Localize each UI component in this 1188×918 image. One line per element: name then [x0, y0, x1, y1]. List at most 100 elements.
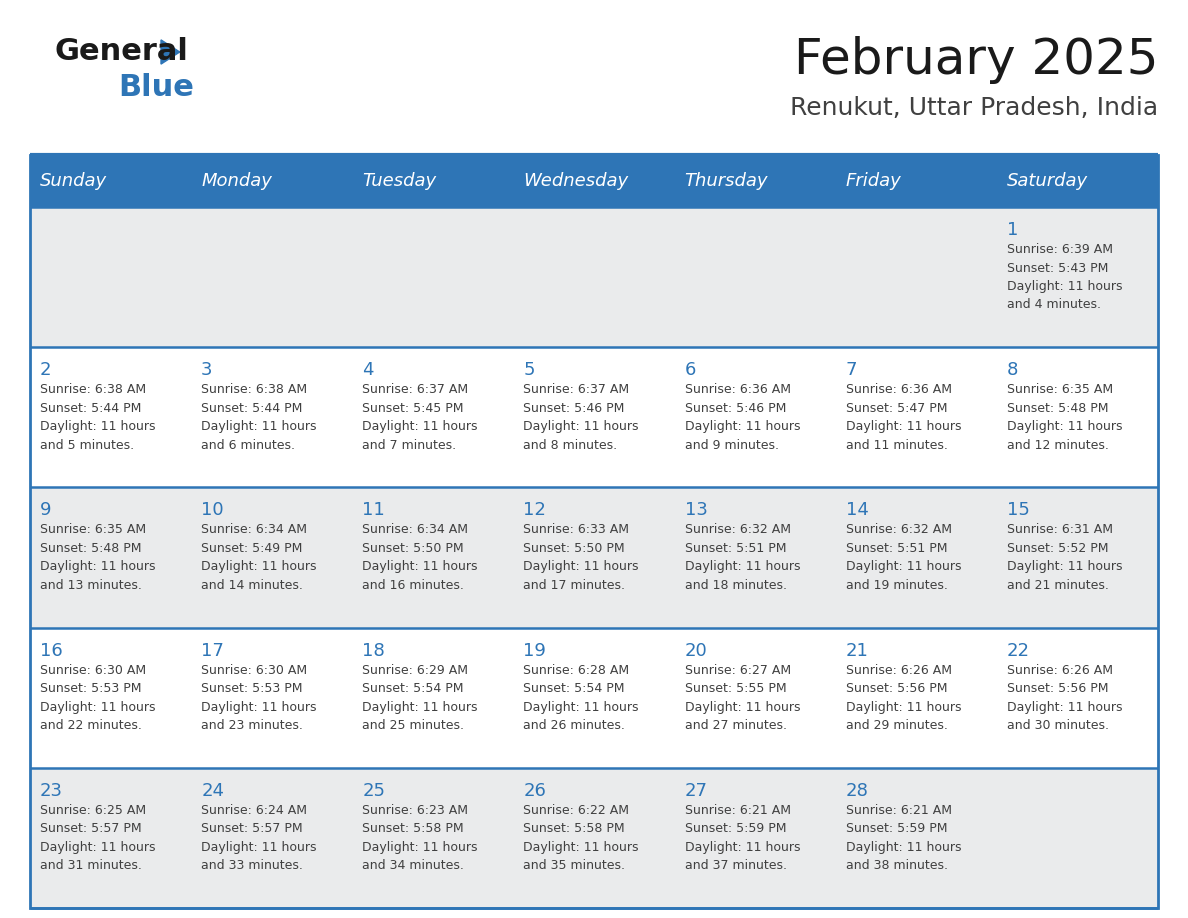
Text: 24: 24: [201, 782, 225, 800]
Bar: [835, 347, 997, 487]
Text: Daylight: 11 hours: Daylight: 11 hours: [846, 700, 961, 713]
Bar: [513, 767, 675, 908]
Text: General: General: [55, 38, 189, 66]
Text: Sunrise: 6:34 AM: Sunrise: 6:34 AM: [362, 523, 468, 536]
Text: Sunrise: 6:27 AM: Sunrise: 6:27 AM: [684, 664, 791, 677]
Text: Sunset: 5:59 PM: Sunset: 5:59 PM: [684, 823, 786, 835]
Bar: [30, 155, 1158, 908]
Text: and 38 minutes.: and 38 minutes.: [846, 859, 948, 872]
Text: Sunrise: 6:33 AM: Sunrise: 6:33 AM: [524, 523, 630, 536]
Text: 22: 22: [1007, 642, 1030, 660]
Text: Daylight: 11 hours: Daylight: 11 hours: [684, 560, 800, 574]
Text: and 18 minutes.: and 18 minutes.: [684, 579, 786, 592]
Text: Sunset: 5:57 PM: Sunset: 5:57 PM: [40, 823, 141, 835]
Text: Sunset: 5:55 PM: Sunset: 5:55 PM: [684, 682, 786, 695]
Text: 16: 16: [40, 642, 63, 660]
Text: Sunset: 5:47 PM: Sunset: 5:47 PM: [846, 402, 947, 415]
Text: and 30 minutes.: and 30 minutes.: [1007, 719, 1108, 732]
Bar: [353, 155, 513, 207]
Text: and 26 minutes.: and 26 minutes.: [524, 719, 625, 732]
Bar: [30, 487, 191, 628]
Text: 6: 6: [684, 361, 696, 379]
Bar: [30, 155, 191, 207]
Text: and 35 minutes.: and 35 minutes.: [524, 859, 625, 872]
Text: and 17 minutes.: and 17 minutes.: [524, 579, 625, 592]
Text: 1: 1: [1007, 221, 1018, 239]
Text: Sunset: 5:52 PM: Sunset: 5:52 PM: [1007, 542, 1108, 554]
Text: Sunrise: 6:37 AM: Sunrise: 6:37 AM: [524, 383, 630, 397]
Text: Sunrise: 6:38 AM: Sunrise: 6:38 AM: [201, 383, 308, 397]
Bar: [191, 347, 353, 487]
Text: 14: 14: [846, 501, 868, 520]
Text: Sunset: 5:56 PM: Sunset: 5:56 PM: [1007, 682, 1108, 695]
Text: 8: 8: [1007, 361, 1018, 379]
Text: Sunrise: 6:25 AM: Sunrise: 6:25 AM: [40, 804, 146, 817]
Text: Daylight: 11 hours: Daylight: 11 hours: [684, 700, 800, 713]
Text: Daylight: 11 hours: Daylight: 11 hours: [846, 560, 961, 574]
Text: Daylight: 11 hours: Daylight: 11 hours: [362, 560, 478, 574]
Bar: [997, 207, 1158, 347]
Text: Sunrise: 6:24 AM: Sunrise: 6:24 AM: [201, 804, 308, 817]
Text: Daylight: 11 hours: Daylight: 11 hours: [1007, 280, 1123, 293]
Text: Sunset: 5:44 PM: Sunset: 5:44 PM: [40, 402, 141, 415]
Text: and 9 minutes.: and 9 minutes.: [684, 439, 778, 452]
Text: and 4 minutes.: and 4 minutes.: [1007, 298, 1101, 311]
Bar: [675, 207, 835, 347]
Text: Daylight: 11 hours: Daylight: 11 hours: [40, 560, 156, 574]
Bar: [997, 155, 1158, 207]
Text: and 22 minutes.: and 22 minutes.: [40, 719, 141, 732]
Text: 19: 19: [524, 642, 546, 660]
Text: Daylight: 11 hours: Daylight: 11 hours: [846, 841, 961, 854]
Text: Daylight: 11 hours: Daylight: 11 hours: [846, 420, 961, 433]
Text: Sunset: 5:44 PM: Sunset: 5:44 PM: [201, 402, 303, 415]
Text: February 2025: February 2025: [794, 36, 1158, 84]
Text: 7: 7: [846, 361, 858, 379]
Text: Sunset: 5:51 PM: Sunset: 5:51 PM: [684, 542, 786, 554]
Bar: [513, 347, 675, 487]
Text: Daylight: 11 hours: Daylight: 11 hours: [1007, 560, 1123, 574]
Text: Sunset: 5:50 PM: Sunset: 5:50 PM: [524, 542, 625, 554]
Bar: [191, 487, 353, 628]
Text: and 16 minutes.: and 16 minutes.: [362, 579, 465, 592]
Bar: [353, 767, 513, 908]
Text: Sunrise: 6:30 AM: Sunrise: 6:30 AM: [201, 664, 308, 677]
Text: and 37 minutes.: and 37 minutes.: [684, 859, 786, 872]
Text: 26: 26: [524, 782, 546, 800]
Text: Daylight: 11 hours: Daylight: 11 hours: [684, 841, 800, 854]
Text: and 21 minutes.: and 21 minutes.: [1007, 579, 1108, 592]
Text: and 14 minutes.: and 14 minutes.: [201, 579, 303, 592]
Text: Sunrise: 6:21 AM: Sunrise: 6:21 AM: [684, 804, 790, 817]
Text: 12: 12: [524, 501, 546, 520]
Text: Daylight: 11 hours: Daylight: 11 hours: [40, 420, 156, 433]
Text: 17: 17: [201, 642, 225, 660]
Text: Sunrise: 6:35 AM: Sunrise: 6:35 AM: [40, 523, 146, 536]
Text: 28: 28: [846, 782, 868, 800]
Text: and 29 minutes.: and 29 minutes.: [846, 719, 948, 732]
Text: Sunrise: 6:35 AM: Sunrise: 6:35 AM: [1007, 383, 1113, 397]
Text: and 13 minutes.: and 13 minutes.: [40, 579, 141, 592]
Bar: [675, 487, 835, 628]
Text: 9: 9: [40, 501, 51, 520]
Text: and 5 minutes.: and 5 minutes.: [40, 439, 134, 452]
Text: Sunday: Sunday: [40, 172, 107, 190]
Bar: [30, 628, 191, 767]
Text: 18: 18: [362, 642, 385, 660]
Bar: [835, 767, 997, 908]
Text: Sunset: 5:51 PM: Sunset: 5:51 PM: [846, 542, 947, 554]
Text: Sunrise: 6:36 AM: Sunrise: 6:36 AM: [684, 383, 790, 397]
Text: Sunrise: 6:32 AM: Sunrise: 6:32 AM: [846, 523, 952, 536]
Bar: [353, 487, 513, 628]
Text: Sunrise: 6:37 AM: Sunrise: 6:37 AM: [362, 383, 468, 397]
Text: Sunset: 5:58 PM: Sunset: 5:58 PM: [362, 823, 463, 835]
Text: Daylight: 11 hours: Daylight: 11 hours: [524, 841, 639, 854]
Text: 27: 27: [684, 782, 708, 800]
Text: Daylight: 11 hours: Daylight: 11 hours: [40, 700, 156, 713]
Bar: [675, 767, 835, 908]
Text: and 31 minutes.: and 31 minutes.: [40, 859, 141, 872]
Bar: [997, 628, 1158, 767]
Text: Sunset: 5:46 PM: Sunset: 5:46 PM: [684, 402, 786, 415]
Text: and 12 minutes.: and 12 minutes.: [1007, 439, 1108, 452]
Text: Monday: Monday: [201, 172, 272, 190]
Bar: [353, 628, 513, 767]
Text: 10: 10: [201, 501, 223, 520]
